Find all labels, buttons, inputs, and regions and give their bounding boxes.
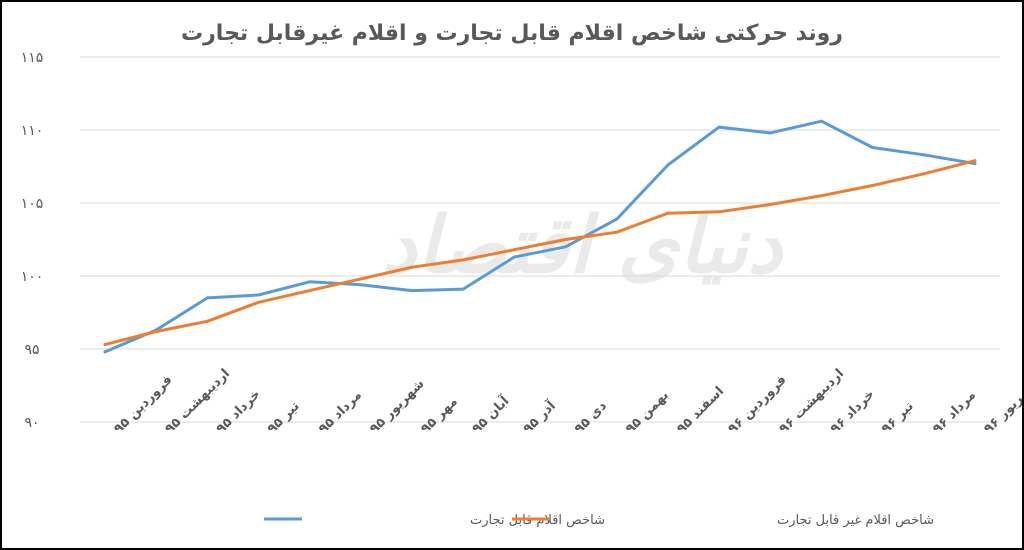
- x-tick-label: بهمن ۹۵: [623, 388, 672, 437]
- data-point: [410, 265, 414, 269]
- y-tick-label: ۱۰۰: [21, 269, 44, 285]
- x-tick-label: شهریور ۹۵: [367, 376, 427, 436]
- data-point: [205, 296, 209, 300]
- data-point: [103, 343, 107, 347]
- x-tick-label: تیر ۹۵: [265, 399, 303, 437]
- data-point: [768, 131, 772, 135]
- data-point: [359, 283, 363, 287]
- data-point: [615, 230, 619, 234]
- data-point: [871, 146, 875, 150]
- x-tick-label: شهریور ۹۶: [981, 376, 1022, 436]
- data-point: [410, 289, 414, 293]
- data-point: [154, 329, 158, 333]
- data-point: [103, 350, 107, 354]
- y-tick-label: ۹۰: [24, 415, 39, 431]
- watermark-logo: دنیای اقتصاد: [382, 201, 785, 291]
- series-line-2: [103, 159, 977, 347]
- data-point: [308, 289, 312, 293]
- data-point: [922, 153, 926, 157]
- data-point: [922, 172, 926, 176]
- data-point: [819, 194, 823, 198]
- data-point: [768, 202, 772, 206]
- data-point: [973, 162, 977, 166]
- data-point: [871, 183, 875, 187]
- data-point: [717, 125, 721, 129]
- x-tick-label: دی ۹۵: [572, 398, 610, 436]
- x-tick-label: آبان ۹۵: [468, 392, 513, 437]
- grid: [80, 56, 1000, 423]
- y-tick-label: ۱۱۰: [21, 123, 44, 139]
- data-point: [615, 217, 619, 221]
- data-point: [308, 280, 312, 284]
- series-lines: [103, 119, 977, 354]
- x-tick-label: خرداد ۹۶: [828, 387, 878, 437]
- data-point: [359, 277, 363, 281]
- x-tick-label: مرداد ۹۵: [316, 388, 365, 437]
- data-point: [973, 159, 977, 163]
- data-point: [564, 238, 568, 241]
- x-tick-label: آذر ۹۵: [519, 397, 559, 437]
- y-tick-label: ۱۰۵: [21, 196, 44, 212]
- data-point: [512, 255, 516, 259]
- data-point: [205, 319, 209, 323]
- y-tick-label: ۱۱۵: [21, 50, 44, 66]
- data-point: [666, 211, 670, 215]
- chart-title: روند حرکتی شاخص اقلام قابل تجارت و اقلام…: [181, 21, 843, 46]
- data-point: [512, 248, 516, 252]
- data-point: [257, 300, 261, 304]
- data-point: [717, 210, 721, 214]
- x-tick-label: تیر ۹۶: [879, 399, 917, 437]
- data-point: [257, 293, 261, 297]
- x-tick-label: اسفند ۹۵: [674, 384, 727, 437]
- series-line-1: [103, 119, 977, 354]
- data-point: [564, 245, 568, 249]
- y-tick-label: ۹۵: [24, 342, 39, 358]
- y-axis-ticks: ۹۰ ۹۵ ۱۰۰ ۱۰۵ ۱۱۰ ۱۱۵: [21, 50, 44, 431]
- data-point: [461, 287, 465, 291]
- x-tick-label: مرداد ۹۶: [930, 388, 979, 437]
- data-point: [666, 163, 670, 167]
- legend-label: شاخص اقلام غیر قابل تجارت: [777, 513, 934, 528]
- x-tick-label: مهر ۹۵: [418, 394, 461, 437]
- data-point: [461, 258, 465, 262]
- data-point: [819, 119, 823, 123]
- x-tick-label: خرداد ۹۵: [214, 387, 264, 437]
